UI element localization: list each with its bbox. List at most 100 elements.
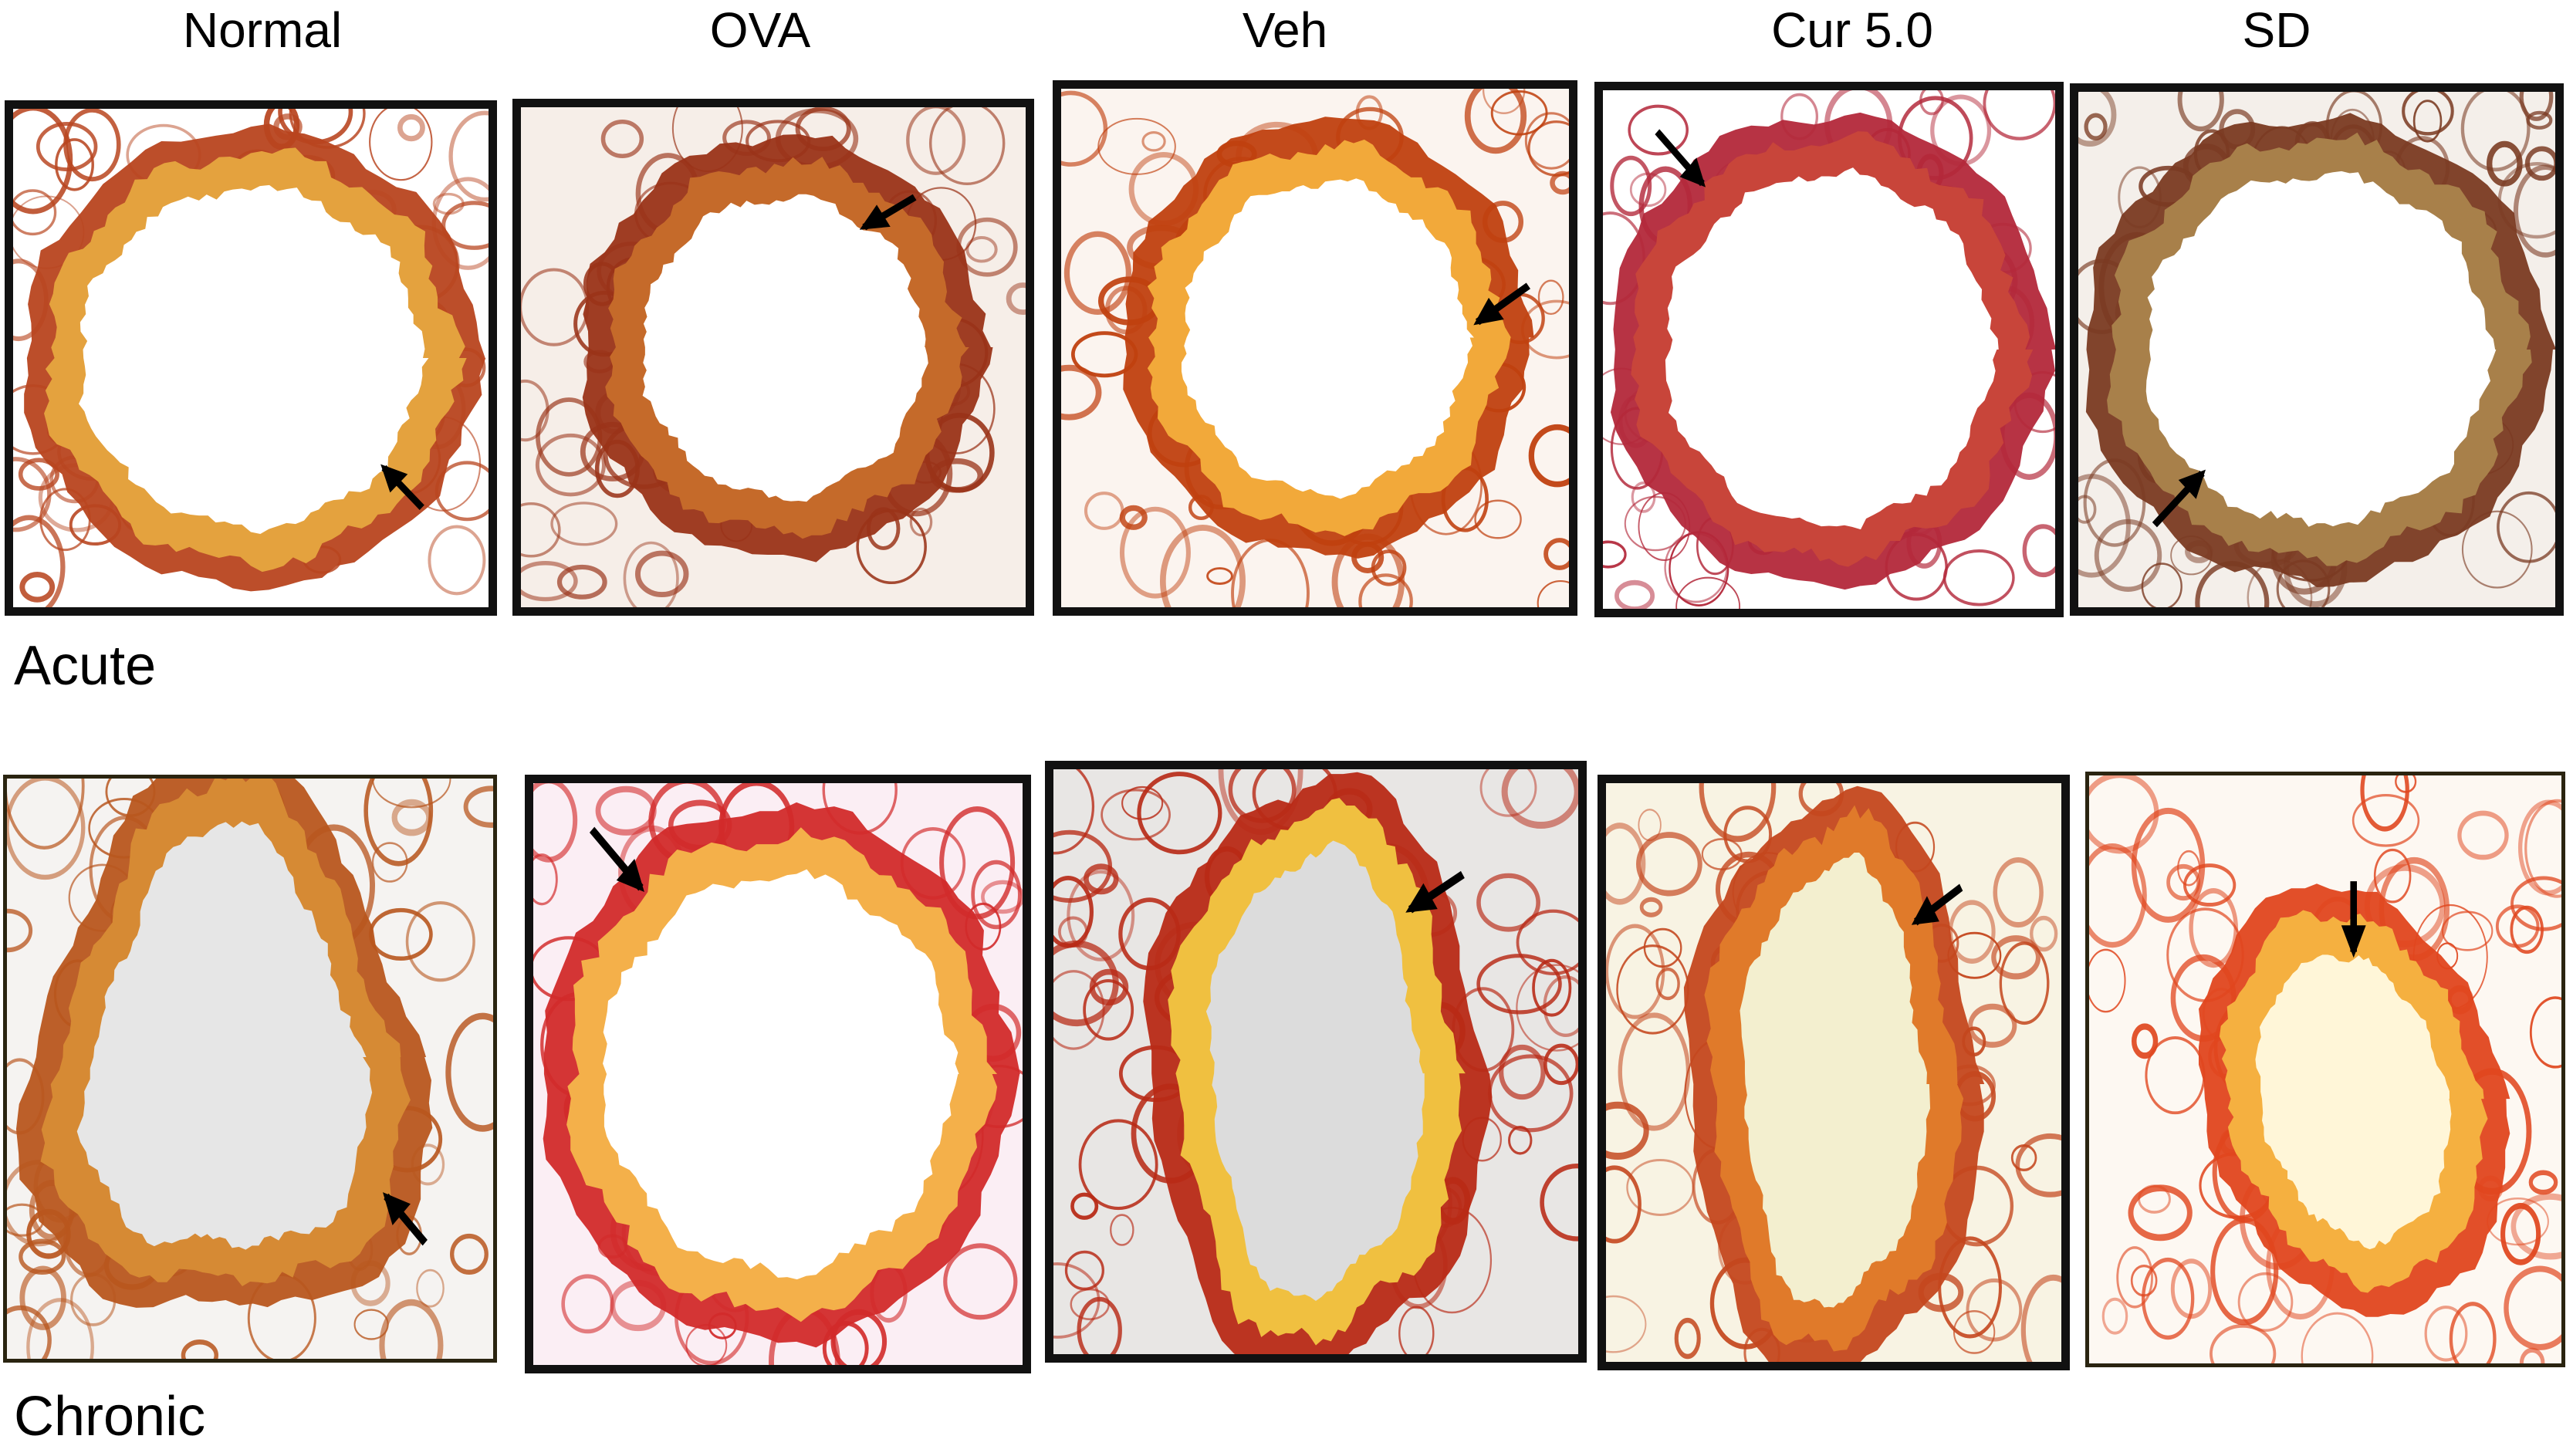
alveolus — [2301, 1312, 2374, 1363]
airway-lumen — [2255, 954, 2452, 1250]
panel-acute-normal — [5, 100, 497, 616]
alveolus — [1968, 1003, 2017, 1048]
alveolus — [1070, 1192, 1099, 1220]
alveolus — [1053, 769, 1095, 855]
alveolus — [1206, 567, 1233, 585]
micrograph-chronic-sd — [2089, 775, 2561, 1363]
alveolus — [1119, 505, 1148, 530]
alveolus — [2402, 92, 2454, 136]
alveolus — [1614, 579, 1655, 609]
alveolus — [2141, 1257, 2195, 1340]
alveolus — [2182, 863, 2237, 907]
alveolus — [2132, 1023, 2159, 1059]
arrow-indicator — [380, 464, 424, 510]
alveolus — [1119, 506, 1191, 599]
alveolus — [1628, 104, 1689, 156]
alveolus — [18, 458, 59, 491]
alveolus — [441, 201, 489, 250]
alveolus — [1121, 785, 1164, 820]
alveolus — [2500, 1203, 2541, 1265]
alveolus — [372, 779, 451, 809]
alveolus — [63, 109, 121, 182]
micrograph-chronic-cur — [1606, 783, 2061, 1362]
alveolus — [2504, 1265, 2561, 1350]
alveolus — [1991, 935, 2041, 980]
alveolus — [1501, 769, 1578, 829]
alveolus — [405, 900, 475, 982]
alveolus — [965, 235, 998, 263]
alveolus — [939, 806, 1016, 920]
alveolus — [1966, 1278, 2023, 1342]
alveolus — [1078, 1119, 1158, 1211]
alveolus — [2510, 876, 2561, 931]
alveolus — [521, 379, 549, 442]
alveolus — [2360, 775, 2409, 832]
alveolus — [928, 107, 1006, 185]
alveolus — [971, 860, 1022, 930]
panel-acute-cur — [1594, 82, 2064, 617]
column-label-veh: Veh — [1242, 2, 1328, 58]
alveolus — [2449, 1302, 2497, 1363]
alveolus — [1097, 117, 1176, 175]
alveolus — [1606, 1165, 1642, 1244]
alveolus — [2460, 92, 2531, 172]
alveolus — [1723, 806, 1773, 863]
alveolus — [2524, 799, 2561, 898]
alveolus — [1540, 1164, 1578, 1241]
alveolus — [2089, 843, 2147, 948]
alveolus — [428, 525, 486, 596]
alveolus — [1479, 769, 1537, 817]
alveolus — [2089, 948, 2126, 1013]
alveolus — [1524, 112, 1569, 170]
alveolus — [623, 541, 679, 607]
alveolus — [1537, 279, 1564, 316]
alveolus — [1610, 155, 1652, 217]
panel-chronic-sd — [2085, 772, 2565, 1367]
micrograph-chronic-veh — [1053, 769, 1578, 1354]
alveolus — [2237, 1272, 2294, 1333]
alveolus — [1083, 978, 1134, 1041]
alveolus — [13, 515, 66, 607]
alveolus — [13, 457, 52, 532]
alveolus — [379, 1299, 444, 1359]
alveolus — [1516, 909, 1578, 975]
panel-acute-sd — [2070, 83, 2564, 616]
alveolus — [1983, 90, 2055, 140]
alveolus — [7, 908, 33, 953]
airway-lumen — [642, 194, 928, 502]
alveolus — [181, 1339, 218, 1359]
alveolus — [2519, 92, 2554, 121]
alveolus — [1543, 1043, 1578, 1086]
alveolus — [1508, 1126, 1533, 1155]
alveolus — [445, 1012, 493, 1132]
row-label-acute: Acute — [14, 635, 157, 697]
micrograph-acute-sd — [2078, 92, 2555, 607]
alveolus — [1006, 282, 1026, 316]
alveolus — [2461, 510, 2533, 589]
alveolus — [2022, 524, 2055, 578]
alveolus — [1064, 1250, 1104, 1291]
arrow-indicator — [382, 1192, 428, 1246]
alveolus — [1084, 492, 1124, 530]
alveolus — [7, 779, 85, 850]
alveolus — [13, 189, 57, 236]
airway-lumen — [1665, 167, 1999, 530]
alveolus — [2412, 100, 2443, 143]
airway-lumen — [603, 869, 959, 1280]
airway-lumen — [76, 821, 373, 1250]
alveolus — [1110, 1214, 1134, 1246]
alveolus — [561, 1274, 614, 1334]
alveolus — [36, 122, 98, 172]
alveolus — [7, 1305, 52, 1359]
alveolus — [1674, 1317, 1701, 1360]
alveolus — [2457, 810, 2509, 860]
micrograph-chronic-ova — [533, 783, 1023, 1365]
alveolus — [1160, 525, 1246, 607]
alveolus — [1618, 1012, 1691, 1131]
alveolus — [371, 842, 408, 883]
arrow-indicator — [1405, 870, 1465, 914]
alveolus — [448, 110, 489, 202]
alveolus — [1358, 573, 1413, 607]
alveolus — [1993, 856, 2044, 928]
alveolus — [909, 507, 933, 537]
